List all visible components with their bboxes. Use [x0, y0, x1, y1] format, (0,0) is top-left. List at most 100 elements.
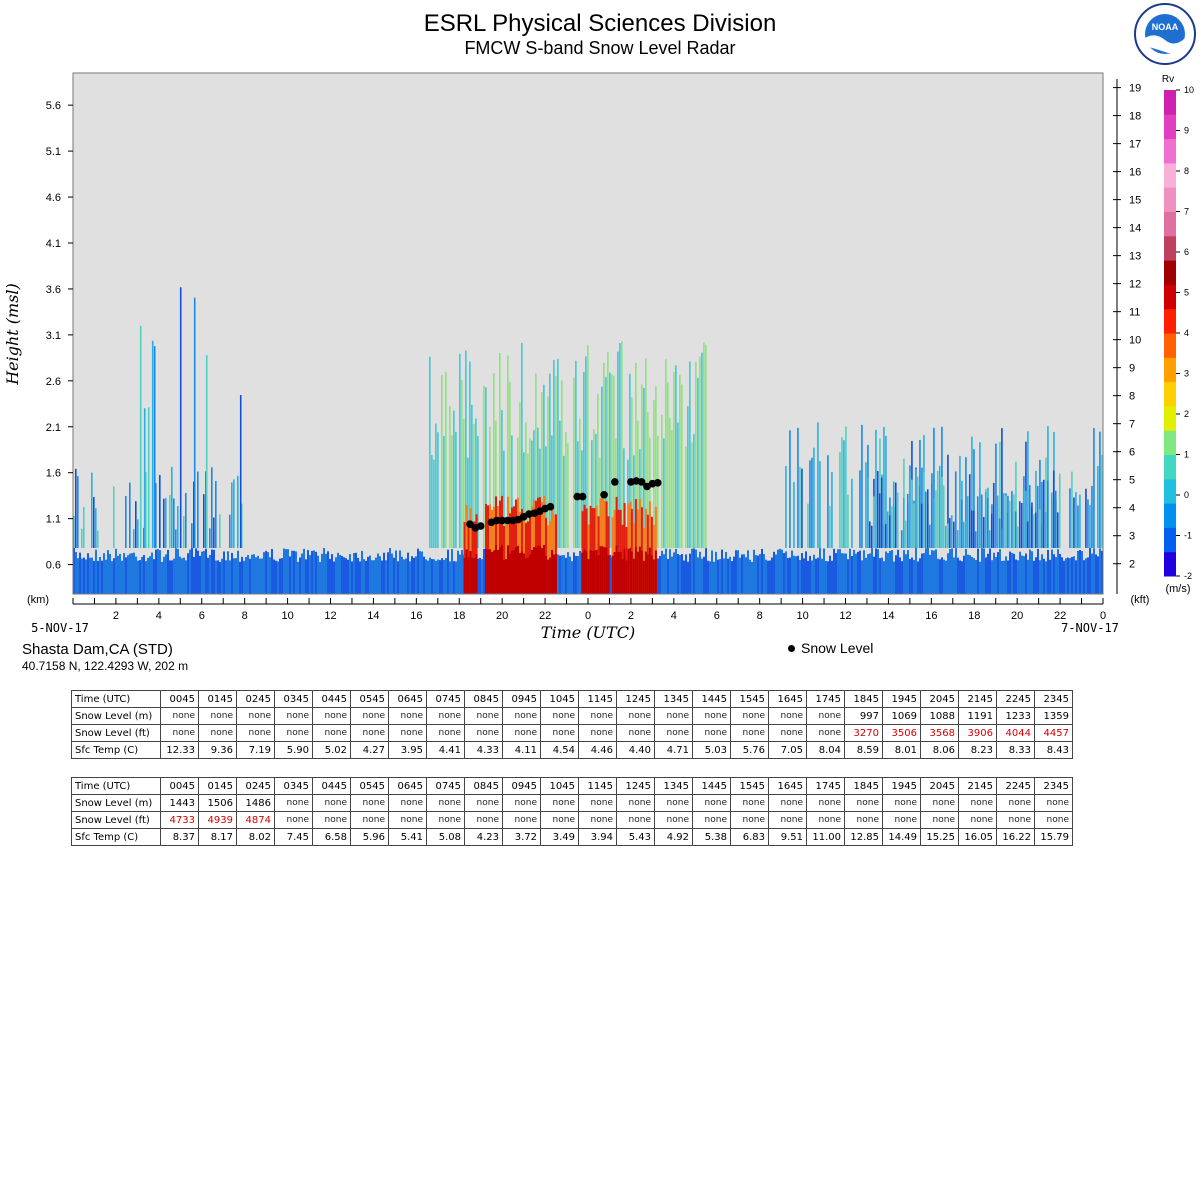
table-cell: 8.33	[996, 741, 1035, 759]
snow-level-point	[476, 522, 485, 530]
table-cell: 12.33	[160, 741, 199, 759]
table-cell: none	[312, 724, 351, 742]
row-header: Snow Level (m)	[71, 794, 161, 812]
table-cell: none	[350, 811, 389, 829]
table-cell: 1045	[540, 690, 579, 708]
table-cell: 1345	[654, 690, 693, 708]
table-cell: 2045	[920, 777, 959, 795]
y-right-tick-label: 6	[1129, 447, 1135, 459]
x-tick-label: 12	[324, 610, 336, 622]
table-cell: 4.23	[464, 828, 503, 846]
table-cell: 3.95	[388, 741, 427, 759]
table-cell: none	[654, 794, 693, 812]
table-cell: none	[236, 707, 275, 725]
table-cell: 4.41	[426, 741, 465, 759]
table-cell: none	[388, 811, 427, 829]
table-cell: none	[730, 724, 769, 742]
table-cell: 5.90	[274, 741, 313, 759]
x-tick-label: 22	[1054, 610, 1066, 622]
x-tick-label: 14	[367, 610, 379, 622]
table-cell: 0145	[198, 690, 237, 708]
snow-level-point	[637, 478, 646, 486]
table-cell: 4.40	[616, 741, 655, 759]
legend-snow-level: Snow Level	[788, 640, 873, 656]
table-cell: none	[350, 794, 389, 812]
y-right-tick-label: 4	[1129, 503, 1135, 515]
x-tick-label: 2	[113, 610, 119, 622]
snow-level-series	[466, 477, 662, 532]
colorbar-title: Rv	[1162, 74, 1174, 85]
table-cell: 4.92	[654, 828, 693, 846]
table-cell: 9.36	[198, 741, 237, 759]
x-axis-label: Time (UTC)	[541, 623, 635, 640]
obs-table-day2: Time (UTC) 0045 0145 0245 0345 0445 0545 0645 07…	[71, 777, 1073, 846]
colorbar-tick-label: 10	[1184, 85, 1194, 95]
table-cell: none	[844, 794, 883, 812]
table-cell: none	[426, 724, 465, 742]
table-cell: 3906	[958, 724, 997, 742]
table-cell: 7.45	[274, 828, 313, 846]
y-left-tick-label: 0.6	[46, 560, 61, 572]
table-cell: 0945	[502, 690, 541, 708]
table-cell: 5.08	[426, 828, 465, 846]
table-cell: 8.04	[806, 741, 845, 759]
table-cell: 1443	[160, 794, 199, 812]
table-cell: 1845	[844, 690, 883, 708]
table-cell: 0045	[160, 777, 199, 795]
table-cell: none	[882, 794, 921, 812]
table-cell: 0545	[350, 777, 389, 795]
table-cell: none	[768, 794, 807, 812]
table-cell: 8.02	[236, 828, 275, 846]
table-cell: none	[464, 811, 503, 829]
table-cell: none	[312, 794, 351, 812]
y-right-tick-label: 11	[1129, 307, 1140, 319]
x-tick-label: 6	[199, 610, 205, 622]
y-left-tick-label: 3.6	[46, 284, 61, 296]
x-tick-label: 4	[156, 610, 162, 622]
snow-level-point	[498, 516, 506, 525]
table-cell: none	[806, 794, 845, 812]
y-right-tick-label: 19	[1129, 83, 1141, 95]
table-cell: 997	[844, 707, 883, 725]
table-cell: none	[388, 707, 427, 725]
table-cell: none	[616, 811, 655, 829]
table-cell: none	[464, 707, 503, 725]
y-left-tick-label: 3.1	[46, 330, 61, 342]
table-cell: none	[578, 811, 617, 829]
y-right-tick-label: 15	[1129, 195, 1141, 207]
y-right-tick-label: 7	[1129, 419, 1135, 431]
table-cell: 1088	[920, 707, 959, 725]
table-cell: none	[502, 724, 541, 742]
table-cell: none	[996, 811, 1035, 829]
table-cell: 5.76	[730, 741, 769, 759]
logo-text: NOAA	[1152, 22, 1179, 32]
table-cell: none	[388, 724, 427, 742]
colorbar-segment	[1164, 405, 1176, 431]
table-cell: 2145	[958, 690, 997, 708]
table-cell: none	[730, 707, 769, 725]
table-cell: none	[350, 707, 389, 725]
table-cell: none	[464, 724, 503, 742]
y-right-tick-label: 16	[1129, 167, 1141, 179]
table-cell: none	[920, 794, 959, 812]
table-cell: none	[274, 811, 313, 829]
chart-subtitle: FMCW S-band Snow Level Radar	[464, 38, 736, 58]
table-cell: 15.25	[920, 828, 959, 846]
y-right-tick-label: 13	[1129, 251, 1141, 263]
x-tick-label: 18	[968, 610, 980, 622]
y-right-tick-label: 3	[1129, 531, 1135, 543]
table-cell: none	[1034, 811, 1073, 829]
table-cell: 0245	[236, 777, 275, 795]
table-cell: 0945	[502, 777, 541, 795]
table-cell: none	[654, 811, 693, 829]
table-cell: 4.27	[350, 741, 389, 759]
table-cell: none	[730, 811, 769, 829]
table-row: Time (UTC) 0045 0145 0245 0345 0445 0545 0645 07…	[71, 690, 1073, 708]
x-tick-label: 4	[671, 610, 677, 622]
table-cell: 1945	[882, 777, 921, 795]
table-cell: 0445	[312, 690, 351, 708]
table-row: Time (UTC) 0045 0145 0245 0345 0445 0545 0645 07…	[71, 777, 1073, 795]
snow-level-point	[653, 479, 662, 487]
colorbar-segment	[1164, 527, 1176, 553]
table-cell: 4457	[1034, 724, 1073, 742]
